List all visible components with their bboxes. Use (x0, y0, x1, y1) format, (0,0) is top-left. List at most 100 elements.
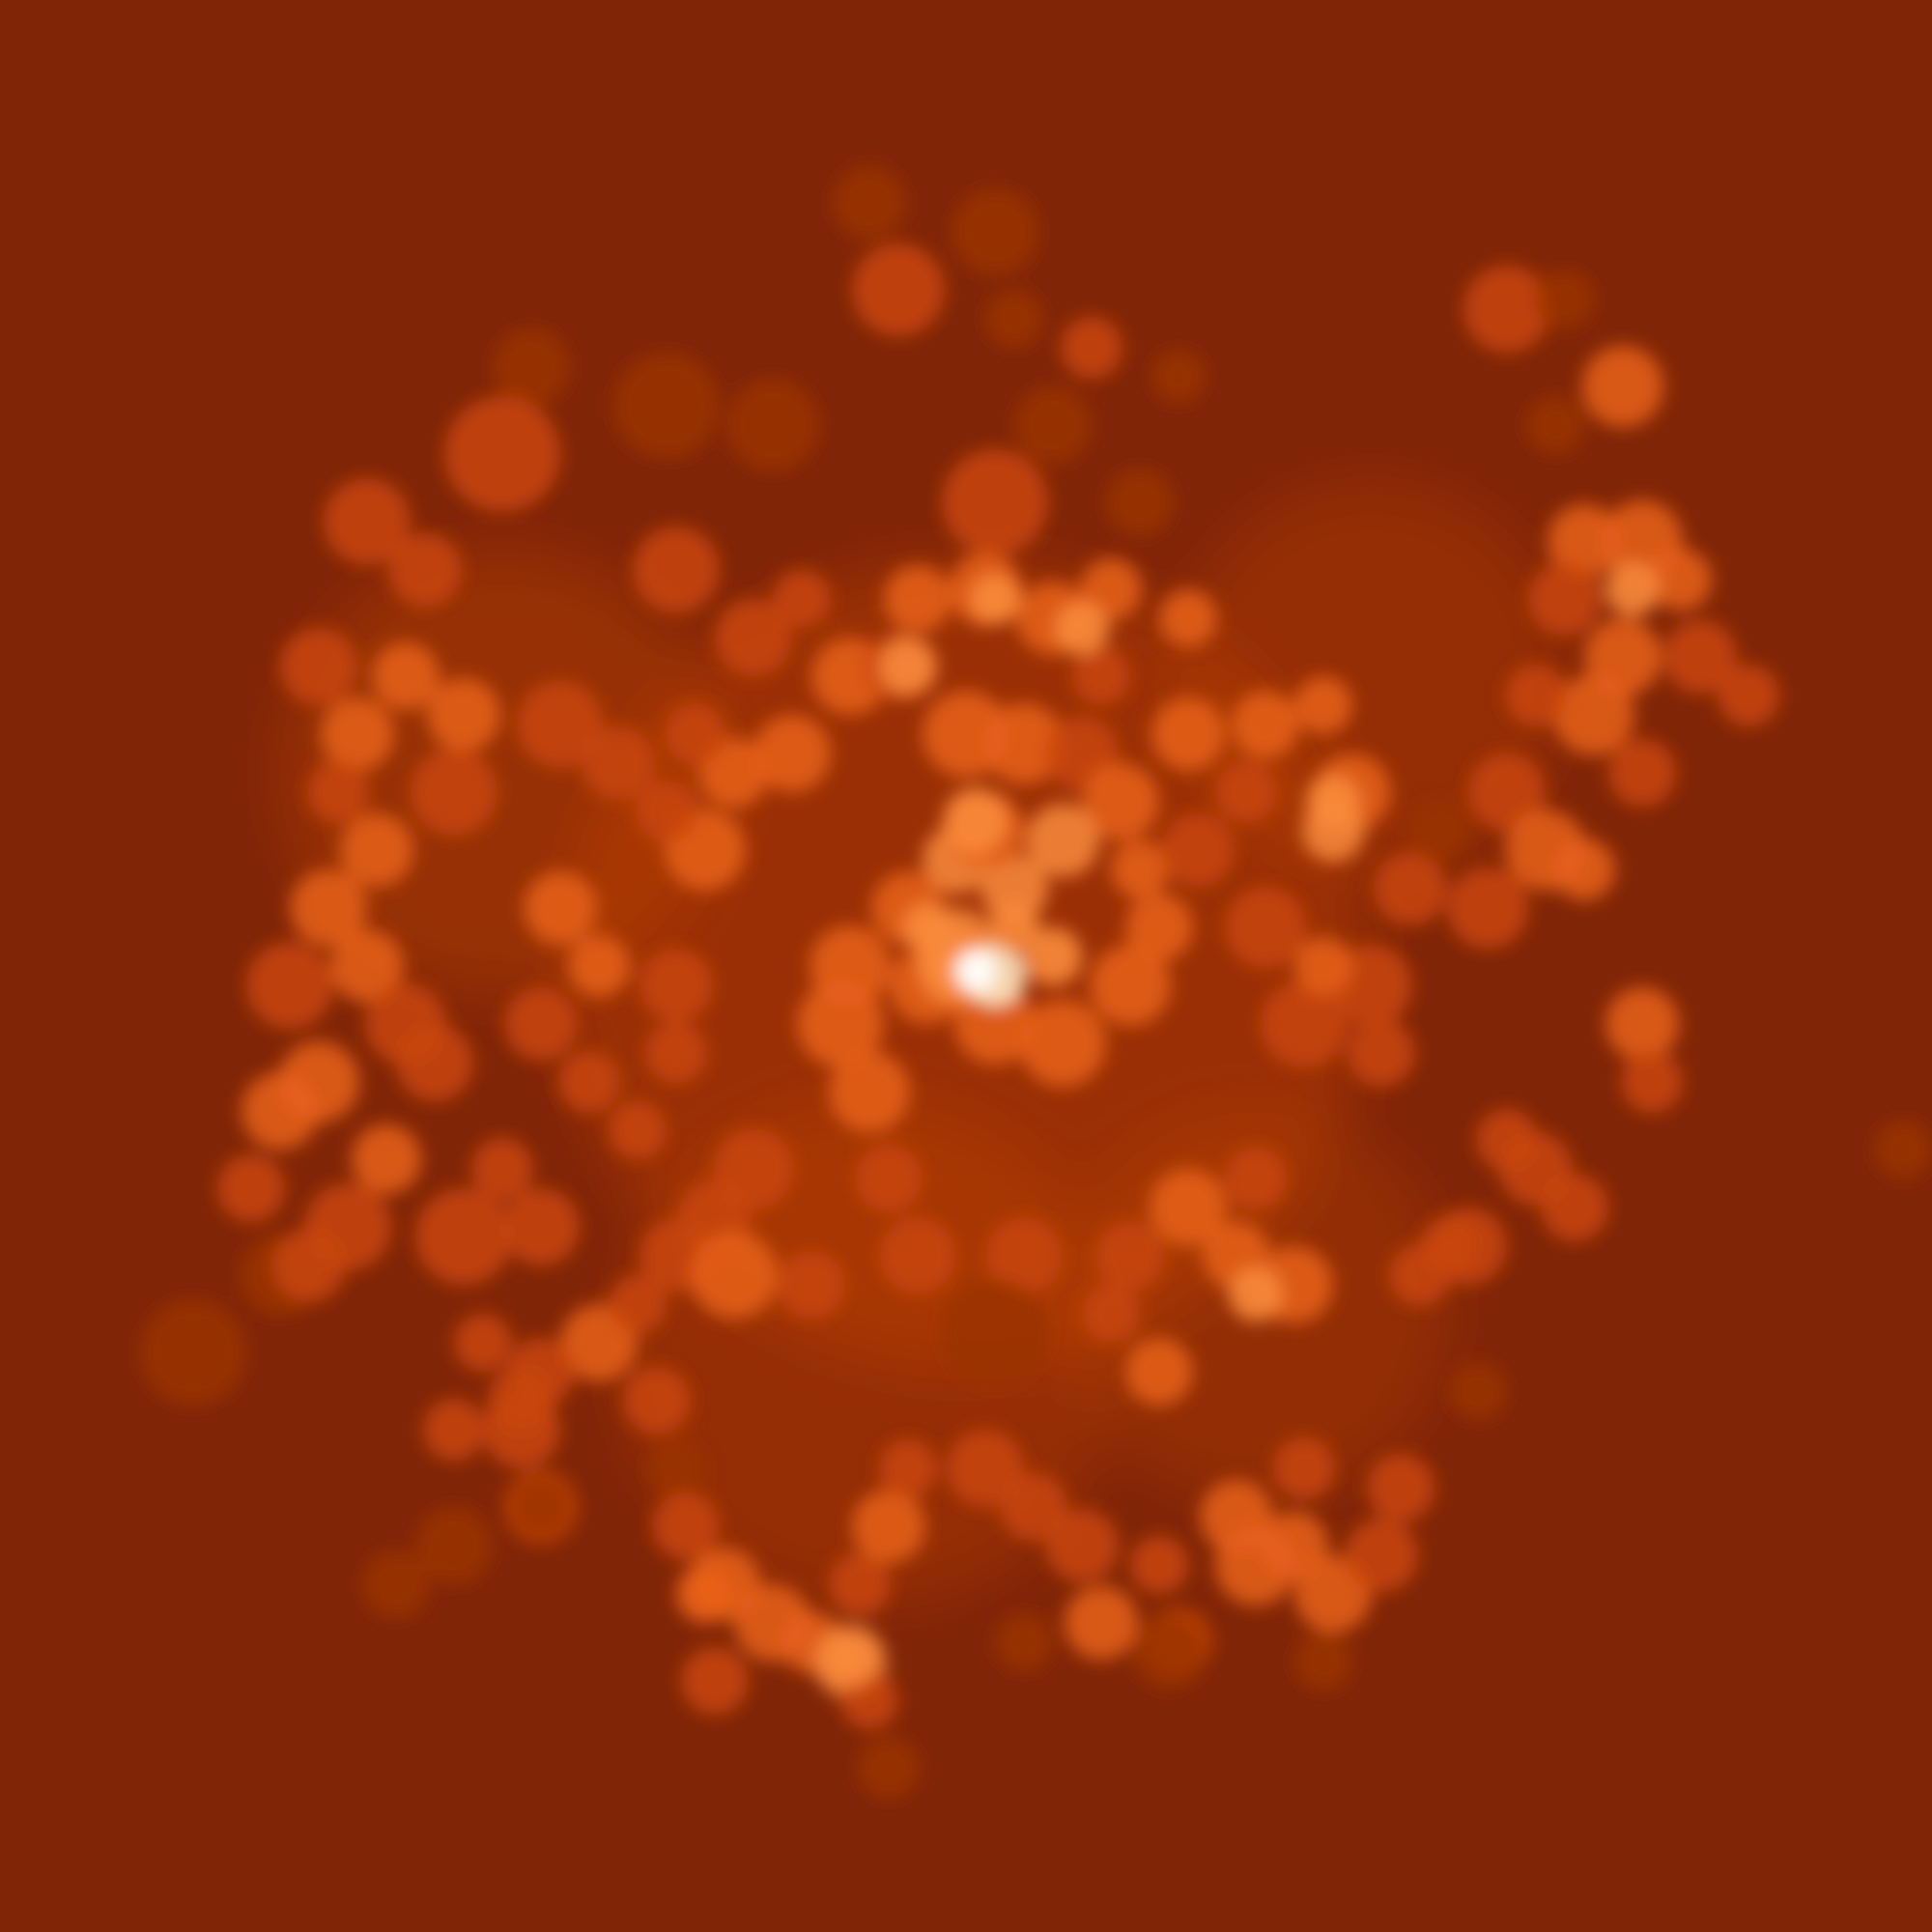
glow-blob-54 (753, 715, 831, 792)
glow-blob-114 (1605, 987, 1679, 1061)
glow-blob-160 (1130, 1536, 1188, 1594)
glow-blob-128 (1082, 1285, 1140, 1343)
glow-blob-11 (1106, 469, 1174, 536)
glow-blob-168 (1273, 1437, 1335, 1499)
glow-blob-1 (952, 188, 1038, 275)
glow-blob-152 (829, 1553, 891, 1615)
glow-blob-39 (272, 1229, 346, 1302)
glow-blob-153 (681, 1647, 749, 1715)
glow-blob-177 (423, 1399, 485, 1461)
glow-blob-35 (396, 1024, 473, 1101)
glow-blob-38 (140, 1299, 246, 1406)
glow-blob-137 (691, 1232, 778, 1319)
glow-blob-109 (1468, 753, 1546, 831)
glow-blob-3 (985, 290, 1043, 348)
highlight-blob-11 (825, 1636, 875, 1687)
glow-blob-178 (488, 1367, 555, 1435)
glow-blob-118 (1541, 1174, 1608, 1241)
glow-blob-20 (372, 642, 440, 710)
glow-blob-47 (558, 1051, 620, 1113)
glow-blob-0 (833, 166, 906, 240)
glow-blob-18 (388, 533, 462, 607)
glow-blob-157 (1000, 1473, 1067, 1541)
glow-blob-44 (524, 871, 597, 945)
glow-blob-24 (582, 726, 655, 800)
glow-blob-34 (352, 1124, 421, 1194)
glow-blob-66 (1082, 763, 1159, 840)
glow-blob-167 (1367, 1454, 1435, 1521)
glow-blob-171 (995, 1613, 1053, 1671)
glow-blob-5 (1151, 350, 1206, 404)
glow-blob-88 (1161, 813, 1235, 887)
glow-blob-140 (609, 1275, 667, 1333)
highlight-blob-3 (902, 902, 952, 952)
glow-blob-26 (307, 761, 369, 823)
blob-layer (140, 166, 1932, 1799)
glow-blob-8 (493, 328, 570, 406)
glow-blob-87 (1215, 761, 1277, 823)
glow-blob-113 (1408, 800, 1470, 862)
glow-blob-121 (1449, 1362, 1507, 1420)
glow-blob-155 (879, 1439, 937, 1497)
glow-blob-108 (1505, 665, 1567, 726)
glow-blob-101 (1650, 549, 1712, 611)
glow-blob-131 (942, 1280, 1048, 1386)
glow-blob-142 (647, 1439, 705, 1497)
glow-blob-80 (980, 855, 1048, 923)
glow-blob-77 (1125, 894, 1193, 961)
highlight-blob-2 (954, 950, 997, 992)
glow-blob-28 (290, 869, 367, 947)
glow-blob-27 (340, 813, 413, 887)
glow-blob-6 (613, 353, 720, 459)
glow-blob-82 (1072, 647, 1130, 705)
glow-blob-129 (1125, 1338, 1193, 1406)
glow-blob-96 (1294, 676, 1352, 734)
glow-blob-46 (504, 987, 578, 1061)
glow-blob-42 (502, 1188, 580, 1265)
glow-blob-146 (652, 1492, 720, 1560)
glow-blob-30 (246, 942, 333, 1029)
glow-blob-71 (797, 980, 884, 1067)
highlight-blob-6 (943, 788, 1009, 854)
glow-blob-175 (415, 1507, 493, 1584)
glow-blob-172 (858, 1737, 920, 1799)
glow-blob-19 (280, 628, 357, 705)
glow-blob-2 (852, 243, 945, 336)
glow-blob-25 (411, 749, 497, 836)
glow-blob-62 (633, 526, 720, 613)
glow-blob-74 (954, 983, 1036, 1065)
glow-blob-169 (1132, 1615, 1206, 1689)
glow-blob-29 (330, 929, 404, 1003)
glow-blob-95 (1232, 691, 1299, 758)
glow-blob-127 (1095, 1221, 1165, 1291)
glow-blob-85 (1159, 589, 1217, 647)
highlight-blob-8 (1605, 562, 1660, 616)
glow-blob-158 (1045, 1509, 1119, 1582)
glow-blob-156 (947, 1430, 1024, 1507)
glow-blob-9 (444, 396, 560, 512)
glow-blob-76 (1090, 945, 1171, 1026)
highlight-blob-10 (1229, 1267, 1283, 1321)
glow-blob-22 (427, 678, 500, 752)
glow-blob-123 (1150, 1169, 1227, 1246)
glow-blob-86 (1151, 697, 1225, 771)
glow-blob-166 (1345, 1519, 1418, 1592)
glow-blob-104 (1553, 674, 1634, 755)
glow-blob-105 (1608, 739, 1676, 807)
highlight-blob-9 (1306, 775, 1360, 829)
glow-blob-138 (778, 1251, 845, 1319)
glow-blob-48 (609, 1101, 667, 1159)
glow-blob-15 (1582, 346, 1663, 427)
glow-blob-67 (1026, 804, 1099, 877)
glow-blob-33 (242, 1072, 319, 1150)
glow-blob-60 (715, 599, 792, 676)
glow-blob-99 (1548, 504, 1621, 578)
highlight-blob-5 (989, 902, 1039, 952)
glow-blob-41 (415, 1188, 512, 1285)
glow-blob-90 (1261, 980, 1348, 1067)
glow-blob-64 (983, 703, 1065, 784)
haze-blob-2 (1179, 483, 1565, 869)
glow-blob-176 (512, 1478, 570, 1536)
highlight-blob-12 (676, 1565, 734, 1623)
glow-blob-179 (454, 1314, 512, 1372)
